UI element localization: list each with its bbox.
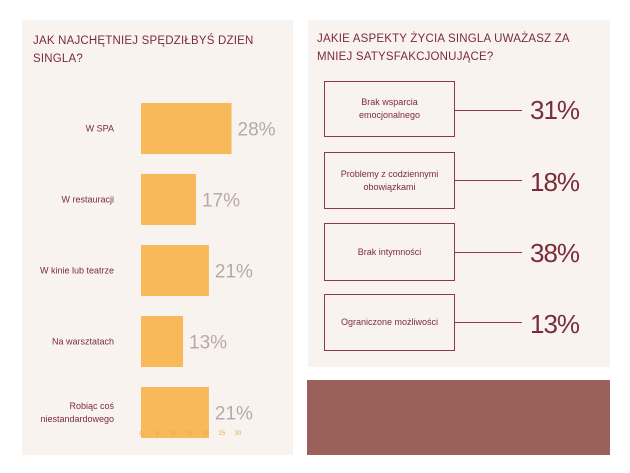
bar bbox=[141, 103, 232, 154]
value-label: 13% bbox=[189, 333, 227, 354]
bar-chart: W SPA 28% W restauracji 17% W kinie lub teat… bbox=[40, 103, 276, 438]
tick-label: 15 bbox=[186, 431, 193, 437]
connector-line bbox=[455, 110, 522, 111]
value-label: 21% bbox=[215, 262, 253, 283]
bar bbox=[141, 387, 209, 438]
value-label: 21% bbox=[215, 404, 253, 425]
category-label: W restauracji bbox=[61, 195, 114, 205]
aspect-value: 38% bbox=[530, 238, 580, 268]
category-label: Na warsztatach bbox=[52, 337, 114, 347]
connector-line bbox=[455, 322, 522, 323]
tick-label: 25 bbox=[218, 431, 225, 437]
aspect-value: 31% bbox=[530, 95, 580, 125]
right-section-title: JAKIE ASPEKTY ŻYCIA SINGLA UWAŻASZ ZA MN… bbox=[317, 33, 570, 63]
aspect-value: 13% bbox=[530, 309, 580, 339]
tick-label: 20 bbox=[202, 431, 209, 437]
bar bbox=[141, 174, 196, 225]
aspect-value: 18% bbox=[530, 167, 580, 197]
connector-line bbox=[455, 252, 522, 253]
category-label: W kinie lub teatrze bbox=[40, 266, 114, 276]
aspect-box: Brak intymności bbox=[324, 223, 455, 281]
decorative-block bbox=[307, 380, 610, 455]
left-panel: JAK NAJCHĘTNIEJ SPĘDZIŁBYŚ DZIEN SINGLA?… bbox=[22, 20, 293, 455]
left-chart-title: JAK NAJCHĘTNIEJ SPĘDZIŁBYŚ DZIEN SINGLA? bbox=[33, 35, 254, 65]
bar bbox=[141, 245, 209, 296]
tick-label: 30 bbox=[235, 431, 242, 437]
tick-label: 0 bbox=[139, 431, 143, 437]
right-panel: JAKIE ASPEKTY ŻYCIA SINGLA UWAŻASZ ZA MN… bbox=[308, 20, 610, 367]
category-label: Robiąc coś niestandardowego bbox=[40, 401, 114, 424]
tick-label: 10 bbox=[170, 431, 177, 437]
aspect-box: Brak wsparcia emocjonalnego bbox=[324, 81, 455, 137]
aspect-box: Ograniczone możliwości bbox=[324, 294, 455, 351]
value-label: 28% bbox=[238, 120, 276, 141]
bar bbox=[141, 316, 184, 367]
category-label: W SPA bbox=[86, 124, 114, 134]
tick-label: 5 bbox=[155, 431, 159, 437]
aspect-box: Problemy z codziennymi obowiązkami bbox=[324, 152, 455, 209]
value-label: 17% bbox=[202, 191, 240, 212]
connector-line bbox=[455, 180, 522, 181]
